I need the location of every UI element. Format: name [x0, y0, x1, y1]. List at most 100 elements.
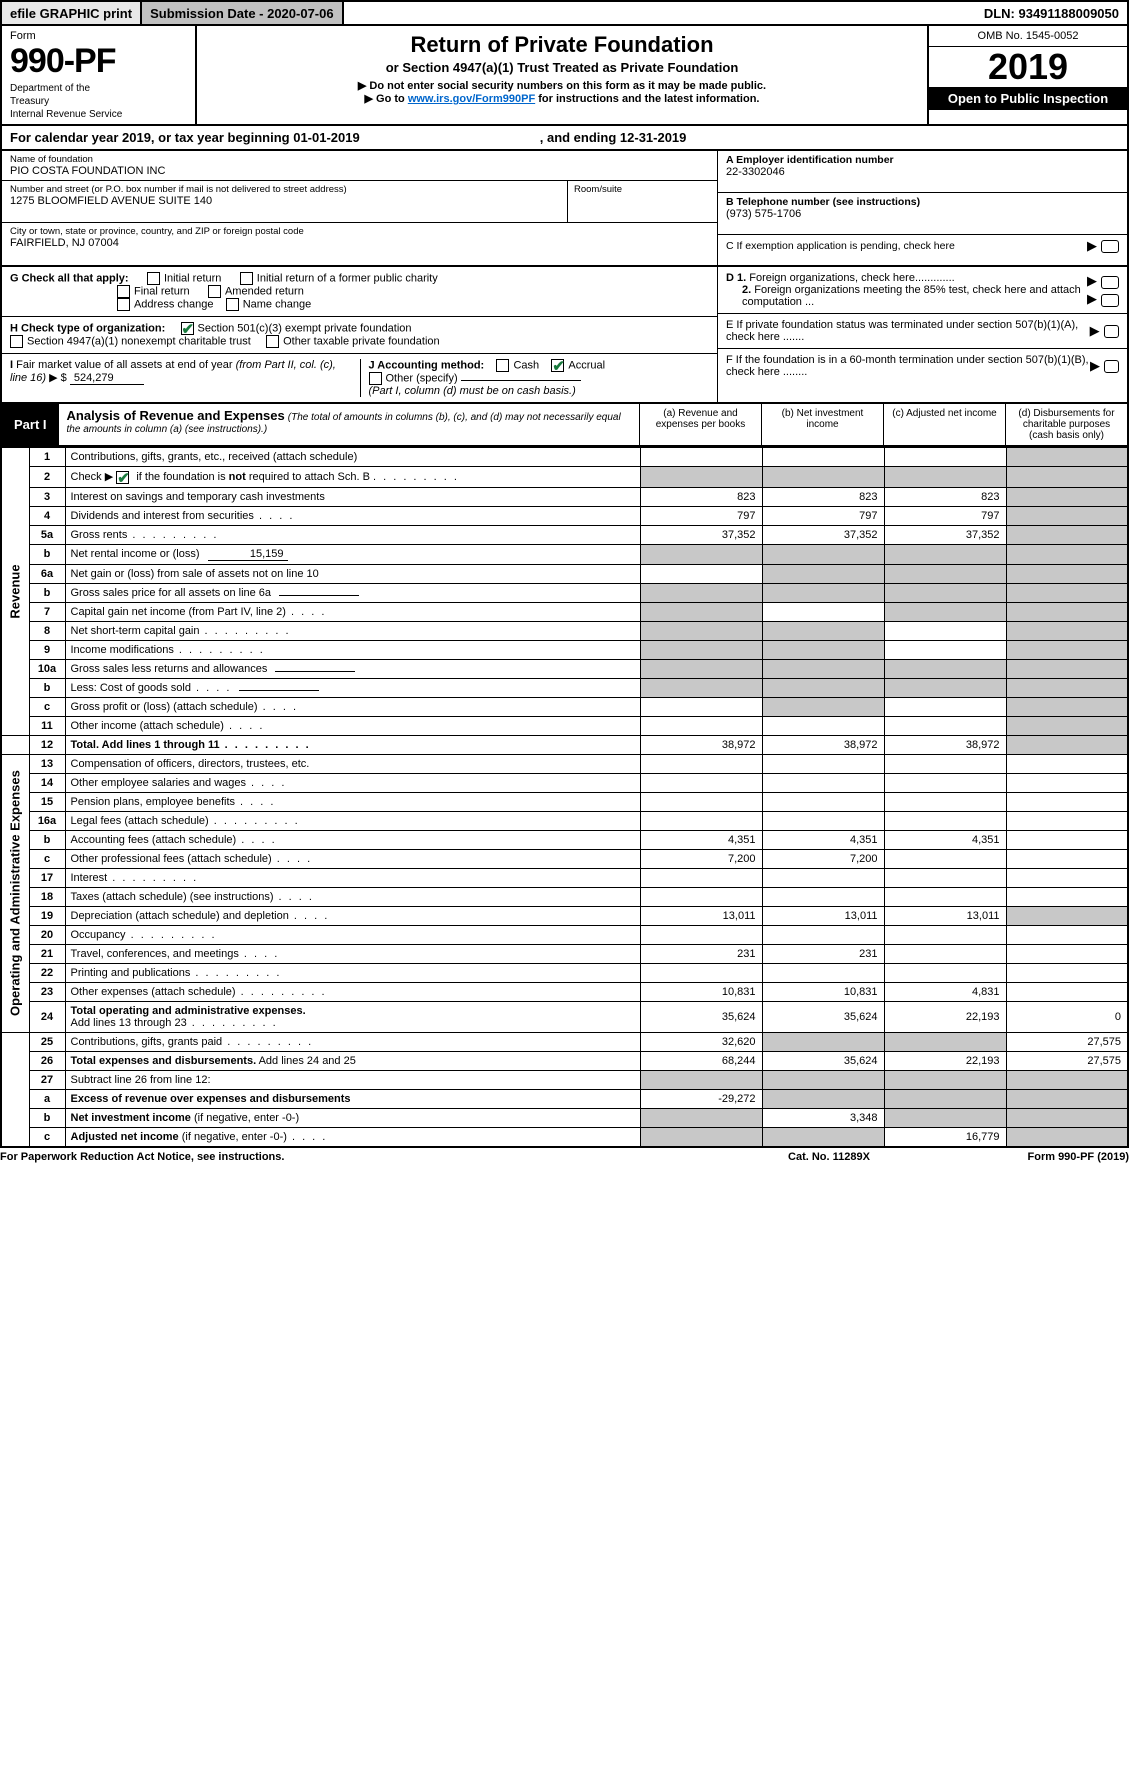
line-num: 13	[29, 754, 65, 773]
line-num: 9	[29, 640, 65, 659]
form-label: Form	[10, 30, 187, 42]
d1-checkbox[interactable]	[1101, 276, 1119, 289]
c-label: C If exemption application is pending, c…	[726, 240, 955, 252]
amt-a: -29,272	[640, 1089, 762, 1108]
addr-change-checkbox[interactable]	[117, 298, 130, 311]
open-public-badge: Open to Public Inspection	[929, 87, 1127, 110]
f-checkbox[interactable]	[1104, 360, 1119, 373]
cash-checkbox[interactable]	[496, 359, 509, 372]
4947-checkbox[interactable]	[10, 335, 23, 348]
amt-a: 231	[640, 944, 762, 963]
name-change-checkbox[interactable]	[226, 298, 239, 311]
arrow-icon: ▶	[1090, 323, 1100, 339]
row-15: 15 Pension plans, employee benefits	[1, 792, 1128, 811]
row-23: 23 Other expenses (attach schedule) 10,8…	[1, 982, 1128, 1001]
row-1: Revenue 1 Contributions, gifts, grants, …	[1, 448, 1128, 467]
check-section: G Check all that apply: Initial return I…	[0, 267, 1129, 404]
row-3: 3 Interest on savings and temporary cash…	[1, 487, 1128, 506]
other-method-checkbox[interactable]	[369, 372, 382, 385]
col-b-header: (b) Net investment income	[761, 404, 883, 445]
amt-d	[1006, 448, 1128, 467]
accrual-checkbox[interactable]	[551, 359, 564, 372]
initial-return-checkbox[interactable]	[147, 272, 160, 285]
row-12: 12 Total. Add lines 1 through 11 38,972 …	[1, 735, 1128, 754]
sch-b-checkbox[interactable]	[116, 471, 129, 484]
line-num: 24	[29, 1001, 65, 1032]
row-26: 26 Total expenses and disbursements. Add…	[1, 1051, 1128, 1070]
line-desc: Interest	[65, 868, 640, 887]
dept-line3: Internal Revenue Service	[10, 109, 187, 120]
amt-c: 22,193	[884, 1051, 1006, 1070]
line-num: a	[29, 1089, 65, 1108]
amt-a: 4,351	[640, 830, 762, 849]
amt-a: 13,011	[640, 906, 762, 925]
col-d-header: (d) Disbursements for charitable purpose…	[1005, 404, 1127, 445]
line-num: c	[29, 1127, 65, 1147]
d2-checkbox[interactable]	[1101, 294, 1119, 307]
amt-a: 37,352	[640, 525, 762, 544]
amt-a	[640, 448, 762, 467]
submission-date: Submission Date - 2020-07-06	[142, 2, 344, 24]
line-desc: Total operating and administrative expen…	[65, 1001, 640, 1032]
501c3-checkbox[interactable]	[181, 322, 194, 335]
row-27a: a Excess of revenue over expenses and di…	[1, 1089, 1128, 1108]
other-taxable-checkbox[interactable]	[266, 335, 279, 348]
line-num: 8	[29, 621, 65, 640]
addr-label: Number and street (or P.O. box number if…	[10, 184, 559, 195]
amt-b: 37,352	[762, 525, 884, 544]
line-desc: Excess of revenue over expenses and disb…	[65, 1089, 640, 1108]
amt-c: 797	[884, 506, 1006, 525]
omb-number: OMB No. 1545-0052	[929, 26, 1127, 47]
d2-label: 2. Foreign organizations meeting the 85%…	[726, 284, 1087, 308]
footer-row: For Paperwork Reduction Act Notice, see …	[0, 1148, 1129, 1166]
amended-return-checkbox[interactable]	[208, 285, 221, 298]
efile-print-button[interactable]: efile GRAPHIC print	[2, 2, 142, 24]
amt-a: 32,620	[640, 1032, 762, 1051]
cogs-box	[239, 690, 319, 691]
i-block: I Fair market value of all assets at end…	[10, 359, 360, 397]
line-num: 12	[29, 735, 65, 754]
expenses-side-label: Operating and Administrative Expenses	[1, 754, 29, 1032]
other-method-label: Other (specify)	[386, 372, 458, 384]
amended-return-label: Amended return	[225, 285, 304, 297]
line-desc: Contributions, gifts, grants, etc., rece…	[65, 448, 640, 467]
row-27: 27 Subtract line 26 from line 12:	[1, 1070, 1128, 1089]
row-16b: b Accounting fees (attach schedule) 4,35…	[1, 830, 1128, 849]
e-row: E If private foundation status was termi…	[718, 314, 1127, 349]
row-8: 8 Net short-term capital gain	[1, 621, 1128, 640]
line-num: 20	[29, 925, 65, 944]
irs-link[interactable]: www.irs.gov/Form990PF	[408, 93, 535, 105]
line-desc: Total expenses and disbursements. Add li…	[65, 1051, 640, 1070]
line-desc: Contributions, gifts, grants paid	[65, 1032, 640, 1051]
arrow-icon: ▶	[1087, 273, 1097, 288]
initial-return-label: Initial return	[164, 272, 221, 284]
line-desc: Compensation of officers, directors, tru…	[65, 754, 640, 773]
initial-former-checkbox[interactable]	[240, 272, 253, 285]
amt-a: 38,972	[640, 735, 762, 754]
row-5a: 5a Gross rents 37,352 37,352 37,352	[1, 525, 1128, 544]
row-10b: b Less: Cost of goods sold	[1, 678, 1128, 697]
line-desc: Accounting fees (attach schedule)	[65, 830, 640, 849]
phone-value: (973) 575-1706	[726, 208, 1119, 220]
line-num: 6a	[29, 564, 65, 583]
line-num: 7	[29, 602, 65, 621]
room-label: Room/suite	[574, 184, 711, 195]
c-checkbox[interactable]	[1101, 240, 1119, 253]
line-desc: Gross profit or (loss) (attach schedule)	[65, 697, 640, 716]
initial-former-label: Initial return of a former public charit…	[257, 272, 438, 284]
gross-sales-box	[279, 595, 359, 596]
foundation-name-cell: Name of foundation PIO COSTA FOUNDATION …	[2, 151, 717, 181]
i-value: 524,279	[70, 372, 144, 385]
row-4: 4 Dividends and interest from securities…	[1, 506, 1128, 525]
final-return-checkbox[interactable]	[117, 285, 130, 298]
line-num: 26	[29, 1051, 65, 1070]
part1-title-text: Analysis of Revenue and Expenses	[67, 408, 285, 423]
foundation-addr: 1275 BLOOMFIELD AVENUE SUITE 140	[10, 195, 559, 207]
amt-c: 823	[884, 487, 1006, 506]
e-checkbox[interactable]	[1104, 325, 1119, 338]
amt-b: 35,624	[762, 1001, 884, 1032]
501c3-label: Section 501(c)(3) exempt private foundat…	[198, 322, 412, 334]
j-block: J Accounting method: Cash Accrual Other …	[360, 359, 710, 397]
line-desc: Other expenses (attach schedule)	[65, 982, 640, 1001]
line-desc: Other professional fees (attach schedule…	[65, 849, 640, 868]
